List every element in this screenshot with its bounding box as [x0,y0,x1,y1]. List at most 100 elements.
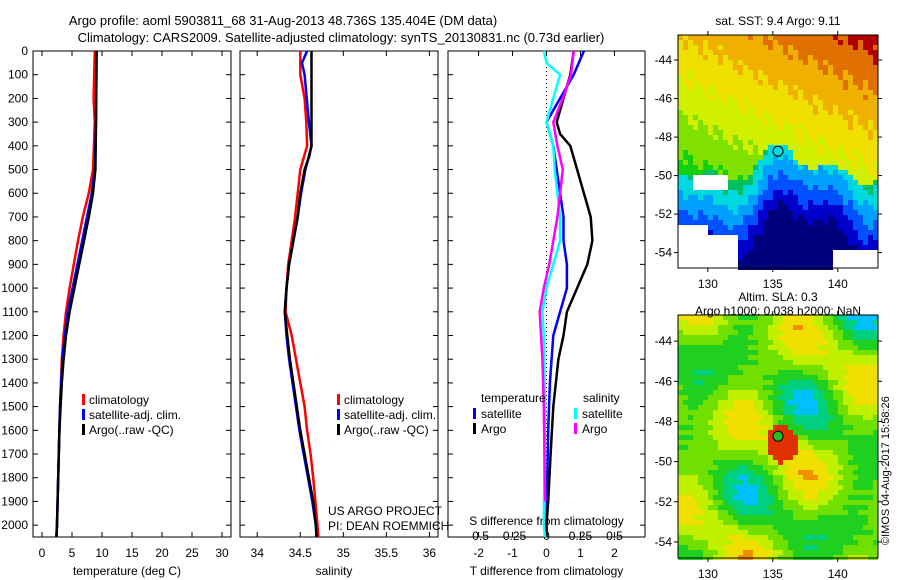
map-cell [678,350,683,355]
map-cell [793,450,798,455]
map-cell [858,550,863,555]
map-cell [828,180,833,185]
map-cell [718,35,723,40]
map-cell [793,255,798,260]
map-cell [763,500,768,505]
map-cell [753,80,758,85]
map-cell [693,150,698,155]
x-axis-label: T difference from climatology [470,564,624,578]
map-cell [823,260,828,265]
map-cell [873,500,878,505]
map-cell [853,95,858,100]
map-cell [678,445,683,450]
map-cell [748,60,753,65]
map-cell [743,100,748,105]
map-cell [783,35,788,40]
map-cell [768,190,773,195]
map-cell [838,125,843,130]
map-cell [813,175,818,180]
map-cell [848,75,853,80]
map-cell [683,130,688,135]
map-cell [733,540,738,545]
map-cell [723,115,728,120]
map-cell [858,175,863,180]
map-cell [683,105,688,110]
map-cell [688,510,693,515]
map-cell [713,535,718,540]
map-cell [823,180,828,185]
map-cell [828,175,833,180]
map-cell [808,320,813,325]
map-cell [688,350,693,355]
map-cell [683,85,688,90]
map-cell [768,35,773,40]
map-cell [768,200,773,205]
map-cell [863,485,868,490]
map-cell [738,180,743,185]
map-cell [773,385,778,390]
map-cell [853,440,858,445]
map-cell [738,380,743,385]
map-cell [813,375,818,380]
map-cell [753,530,758,535]
map-cell [763,455,768,460]
map-cell [863,530,868,535]
map-cell [808,420,813,425]
map-cell [868,520,873,525]
map-cell [853,325,858,330]
map-cell [788,465,793,470]
map-cell [798,250,803,255]
map-cell [688,95,693,100]
map-cell [848,335,853,340]
map-cell [743,455,748,460]
map-cell [823,375,828,380]
map-cell [688,80,693,85]
map-cell [698,105,703,110]
map-cell [803,370,808,375]
map-cell [808,430,813,435]
map-cell [678,335,683,340]
map-cell [708,170,713,175]
map-cell [873,85,878,90]
map-cell [853,520,858,525]
map-cell [768,540,773,545]
map-cell [798,505,803,510]
map-cell [873,40,878,45]
map-cell [828,155,833,160]
map-cell [813,485,818,490]
map-cell [718,115,723,120]
map-cell [708,405,713,410]
map-cell [683,400,688,405]
map-cell [793,205,798,210]
map-cell [703,465,708,470]
map-cell [833,170,838,175]
map-cell [873,160,878,165]
map-cell [778,505,783,510]
map-cell [818,350,823,355]
map-cell [818,320,823,325]
map-cell [703,550,708,555]
map-cell [693,215,698,220]
map-cell [683,370,688,375]
map-cell [808,405,813,410]
map-cell [773,440,778,445]
map-cell [753,150,758,155]
map-cell [718,545,723,550]
map-cell [873,405,878,410]
map-cell [743,190,748,195]
map-cell [773,240,778,245]
y-tick-label: -46 [655,92,673,106]
map-cell [713,205,718,210]
map-cell [728,460,733,465]
map-cell [728,365,733,370]
map-cell [778,375,783,380]
map-cell [873,505,878,510]
map-cell [803,550,808,555]
map-cell [873,225,878,230]
map-cell [758,450,763,455]
map-cell [773,205,778,210]
legend-label: Argo(..raw -QC) [89,423,174,437]
map-cell [823,390,828,395]
map-cell [778,510,783,515]
map-cell [798,110,803,115]
